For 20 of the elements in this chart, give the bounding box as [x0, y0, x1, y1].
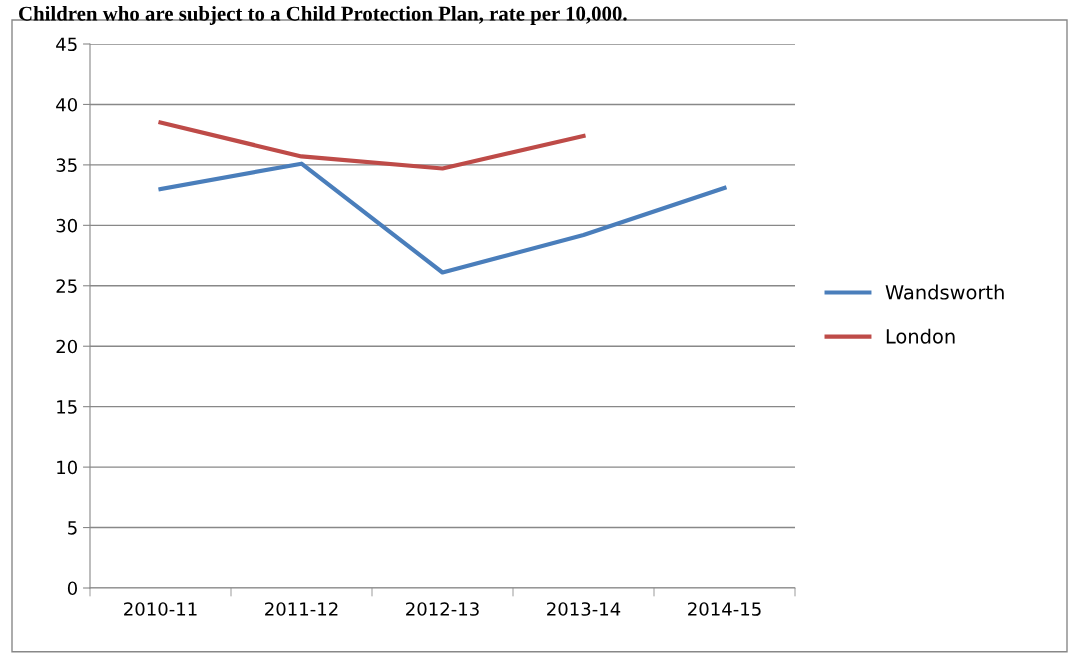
y-tick-label: 30	[56, 218, 77, 233]
x-tick-label: 2011-12	[265, 602, 338, 616]
y-tick-label: 25	[56, 279, 77, 293]
y-tick-label: 40	[56, 97, 77, 112]
x-tick-label: 2013-14	[547, 602, 621, 616]
x-tick-label: 2014-15	[688, 602, 761, 616]
legend-label: London	[886, 328, 955, 344]
y-tick-label: 20	[56, 339, 77, 354]
x-tick-label: 2010-11	[124, 602, 197, 616]
y-tick-label: 0	[67, 581, 77, 596]
y-tick-label: 5	[68, 521, 77, 535]
chart-title: Children who are subject to a Child Protection Plan, rate per 10,000.	[19, 6, 627, 25]
y-tick-label: 45	[56, 37, 77, 52]
line-series	[158, 120, 586, 171]
legend-label: Wandsworth	[885, 284, 1004, 300]
y-tick-label: 15	[57, 400, 77, 414]
y-tick-label: 10	[57, 460, 77, 475]
y-tick-label: 35	[56, 158, 77, 173]
x-tick-label: 2012-13	[406, 602, 479, 616]
line-series	[158, 161, 727, 275]
